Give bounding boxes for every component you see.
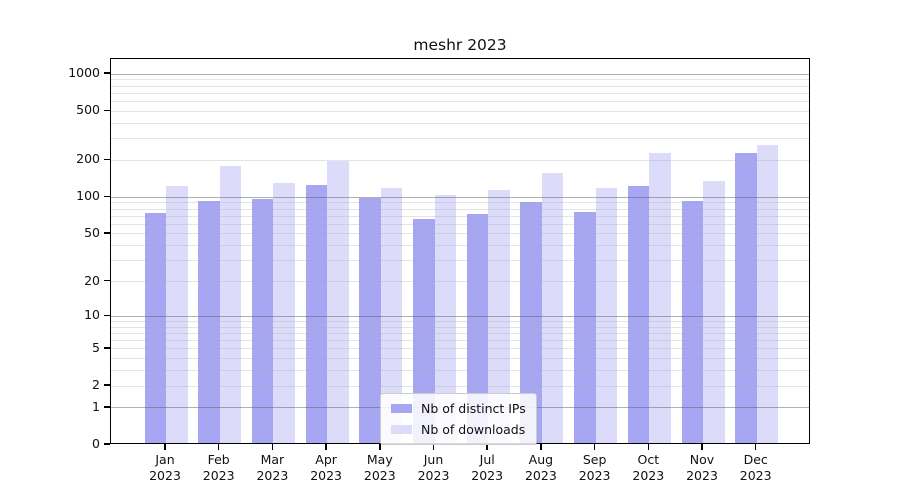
bar-distinct-ips-feb — [198, 200, 220, 443]
bar-distinct-ips-apr — [305, 185, 328, 443]
y-tick-mark — [104, 384, 110, 386]
bar-distinct-ips-dec — [735, 153, 757, 443]
y-tick-mark — [104, 109, 110, 112]
legend-label-distinct-ips: Nb of distinct IPs — [421, 401, 526, 416]
x-tick-mark — [217, 444, 220, 450]
bar-downloads-may — [380, 188, 403, 443]
y-tick-mark — [104, 443, 110, 445]
y-tick-label: 2 — [92, 377, 100, 393]
x-tick-label-jan: Jan 2023 — [149, 452, 181, 483]
legend: Nb of distinct IPs Nb of downloads — [380, 393, 537, 445]
y-tick-label: 500 — [76, 102, 100, 118]
bar-downloads-dec — [756, 144, 779, 443]
y-tick-mark — [104, 314, 110, 317]
bar-distinct-ips-sep — [574, 211, 596, 443]
y-tick-label: 0 — [92, 436, 100, 451]
bar-distinct-ips-oct — [627, 186, 650, 443]
x-tick-label-apr: Apr 2023 — [310, 452, 342, 483]
x-tick-label-feb: Feb 2023 — [202, 452, 235, 483]
x-tick-label-dec: Dec 2023 — [739, 452, 772, 483]
x-tick-mark — [164, 444, 166, 450]
x-tick-label-jul: Jul 2023 — [471, 452, 504, 483]
y-tick-mark — [104, 279, 110, 282]
x-tick-mark — [701, 444, 703, 450]
bar-downloads-apr — [327, 161, 349, 443]
bar-downloads-feb — [219, 165, 242, 443]
legend-swatch-downloads — [391, 425, 412, 434]
y-tick-label: 1000 — [68, 65, 100, 81]
legend-entry-downloads: Nb of downloads — [391, 422, 526, 437]
x-tick-label-oct: Oct 2023 — [632, 452, 665, 483]
x-tick-label-nov: Nov 2023 — [686, 452, 718, 483]
y-tick-label: 200 — [76, 151, 100, 167]
bar-distinct-ips-jul — [466, 214, 489, 443]
x-tick-mark — [379, 444, 381, 450]
y-tick-label: 20 — [84, 272, 100, 288]
y-tick-mark — [104, 158, 110, 161]
bar-downloads-jun — [434, 194, 456, 443]
bar-downloads-sep — [595, 187, 618, 443]
x-tick-mark — [432, 444, 435, 450]
legend-swatch-distinct-ips — [391, 404, 412, 413]
chart-title: meshr 2023 — [413, 36, 507, 54]
legend-label-downloads: Nb of downloads — [421, 422, 526, 437]
x-tick-label-mar: Mar 2023 — [256, 452, 289, 483]
x-tick-mark — [271, 444, 274, 450]
bar-distinct-ips-jan — [144, 212, 166, 443]
x-tick-mark — [593, 444, 596, 450]
y-tick-mark — [104, 232, 110, 234]
y-tick-label: 100 — [76, 188, 100, 204]
bars-layer — [111, 59, 809, 443]
bar-downloads-aug — [541, 173, 564, 443]
y-tick-label: 1 — [92, 398, 100, 414]
x-tick-label-jun: Jun 2023 — [417, 452, 450, 483]
y-tick-label: 5 — [92, 339, 100, 355]
x-tick-mark — [540, 444, 542, 450]
bar-distinct-ips-nov — [681, 200, 703, 443]
bar-downloads-mar — [273, 183, 295, 443]
bar-distinct-ips-aug — [520, 202, 542, 443]
y-tick-label: 10 — [84, 307, 100, 323]
bar-distinct-ips-may — [359, 198, 381, 443]
bar-distinct-ips-jun — [413, 218, 435, 443]
bar-downloads-jul — [488, 190, 510, 443]
x-tick-mark — [647, 444, 650, 450]
bar-downloads-oct — [649, 152, 671, 443]
x-tick-label-sep: Sep 2023 — [578, 452, 611, 483]
y-tick-label: 50 — [84, 224, 100, 240]
plot-area: Nb of distinct IPs Nb of downloads — [110, 58, 810, 445]
x-tick-mark — [486, 444, 488, 450]
y-tick-mark — [104, 72, 110, 74]
bar-downloads-jan — [166, 186, 188, 443]
legend-entry-distinct-ips: Nb of distinct IPs — [391, 401, 526, 416]
x-tick-label-may: May 2023 — [363, 452, 396, 483]
x-tick-mark — [325, 444, 327, 450]
y-tick-mark — [104, 347, 110, 349]
x-tick-mark — [754, 444, 757, 450]
x-tick-label-aug: Aug 2023 — [524, 452, 557, 483]
bar-downloads-nov — [703, 181, 725, 443]
bar-distinct-ips-mar — [251, 199, 274, 443]
y-tick-mark — [104, 406, 110, 408]
y-tick-mark — [104, 195, 110, 198]
